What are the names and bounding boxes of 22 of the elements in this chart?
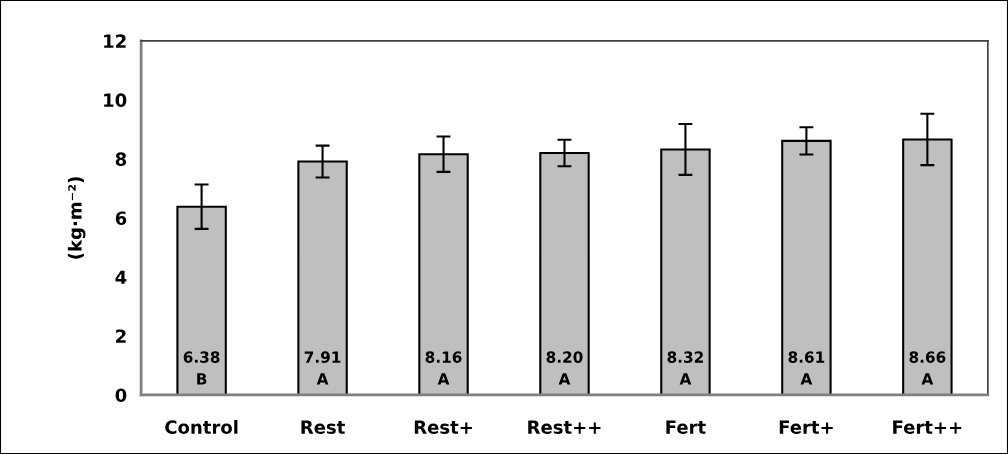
y-axis-title: (kg·m⁻²): [67, 177, 86, 259]
data-label: 8.16 A: [425, 351, 462, 385]
y-tick-label: 12: [104, 34, 126, 48]
x-tick-label: Fert++: [893, 420, 962, 434]
data-label: 7.91 A: [304, 351, 341, 385]
data-label: 6.38 B: [183, 351, 220, 385]
y-tick-label: 0: [115, 388, 127, 403]
data-label: 8.61 A: [788, 351, 825, 385]
data-label: 8.66 A: [909, 351, 946, 385]
y-tick-label: 8: [115, 152, 127, 167]
data-label: 8.32 A: [667, 351, 703, 385]
x-tick-label: Rest++: [528, 420, 601, 434]
x-tick-label: Fert+: [779, 420, 833, 434]
y-tick-label: 4: [115, 270, 127, 284]
data-label: 8.20 A: [546, 351, 583, 385]
y-tick-label: 2: [116, 329, 126, 343]
x-tick-label: Rest: [301, 420, 345, 434]
y-tick-label: 10: [104, 93, 127, 107]
y-tick-label: 6: [115, 211, 127, 226]
x-tick-label: Control: [165, 419, 238, 434]
x-tick-label: Fert: [666, 420, 706, 434]
x-tick-label: Rest+: [414, 420, 472, 434]
